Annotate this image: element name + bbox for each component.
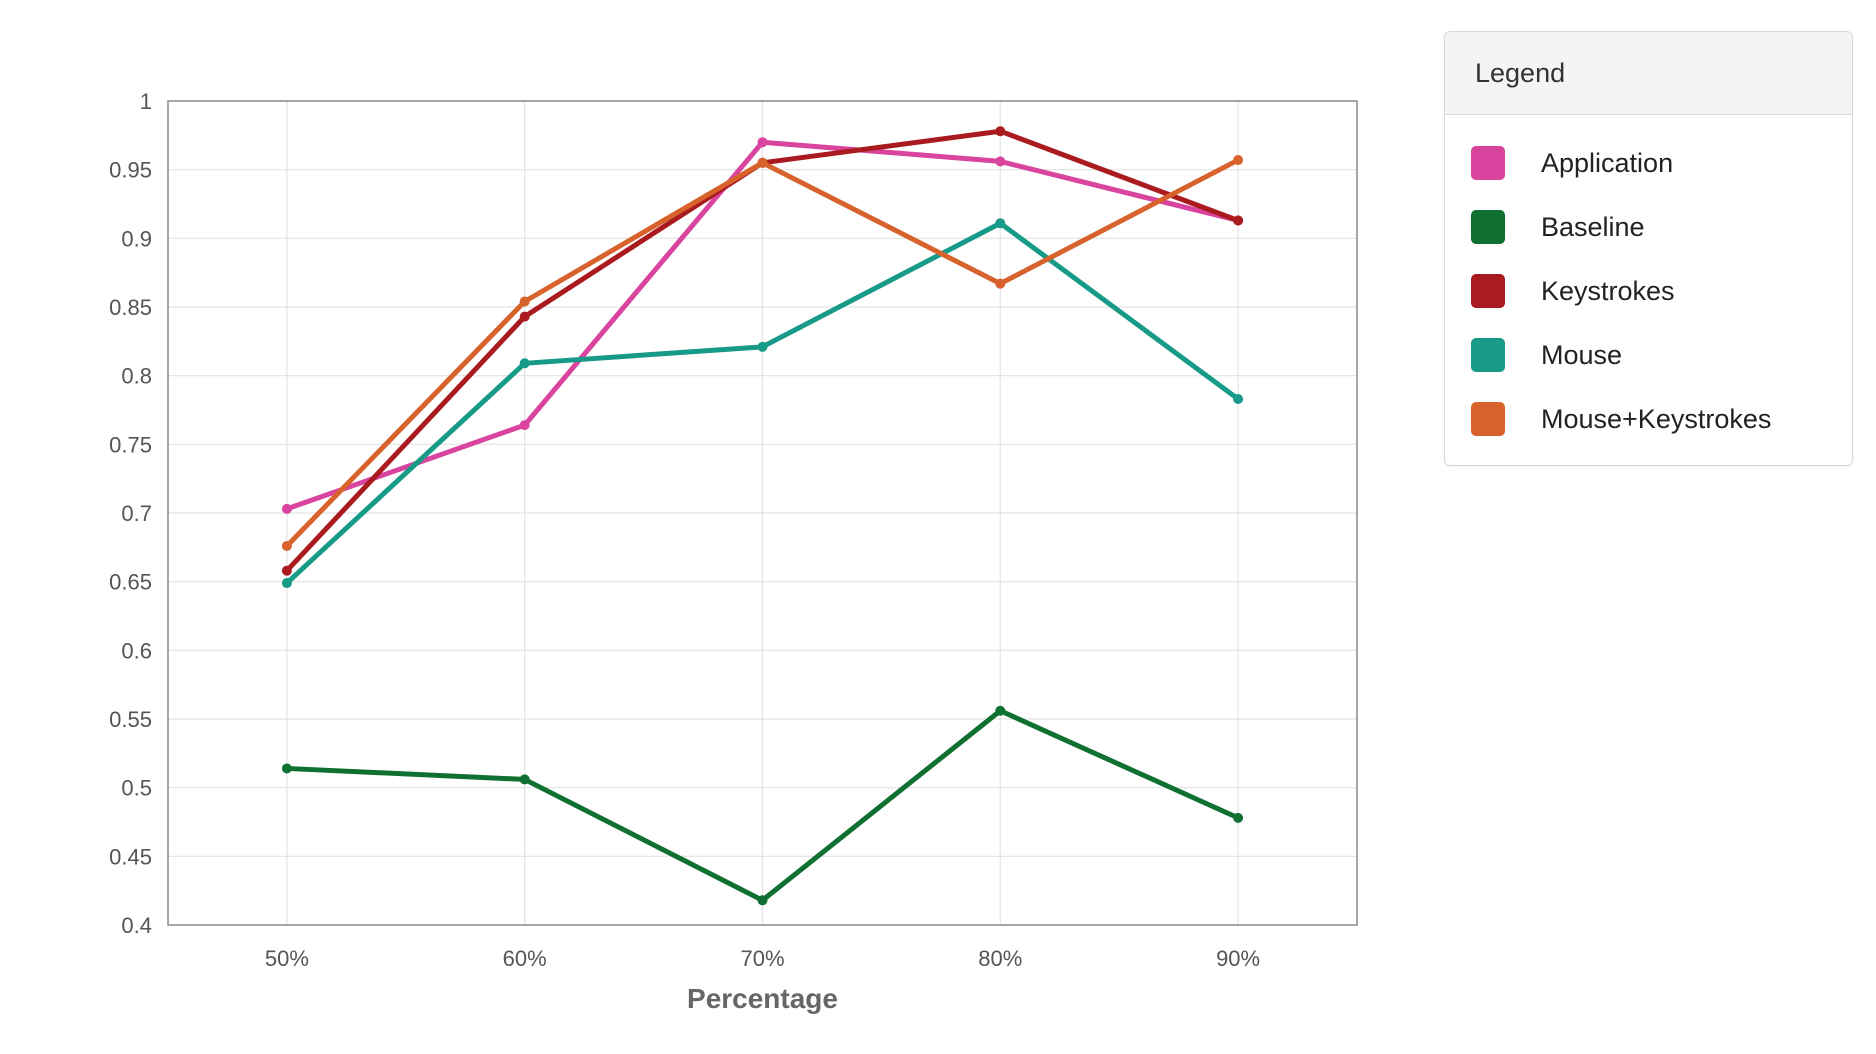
x-tick-label: 80% (978, 946, 1022, 971)
data-point-keystrokes (1233, 215, 1244, 226)
data-point-mouse-keystrokes (995, 278, 1006, 289)
data-point-application (995, 156, 1006, 167)
data-point-keystrokes (519, 311, 530, 322)
data-point-application (757, 137, 768, 148)
legend-swatch (1471, 338, 1505, 372)
y-tick-label: 0.55 (109, 707, 152, 732)
y-tick-label: 0.9 (121, 226, 152, 251)
y-tick-label: 0.4 (121, 913, 152, 938)
legend-list: Application Baseline Keystrokes Mouse Mouse+… (1445, 115, 1852, 465)
data-point-baseline (995, 705, 1006, 716)
data-point-mouse-keystrokes (519, 296, 530, 307)
legend-label: Mouse+Keystrokes (1541, 403, 1772, 434)
legend-label: Baseline (1541, 211, 1645, 242)
y-tick-label: 0.7 (121, 501, 152, 526)
legend-swatch (1471, 210, 1505, 244)
legend-title: Legend (1445, 32, 1852, 115)
legend-swatch (1471, 402, 1505, 436)
y-tick-label: 0.95 (109, 158, 152, 183)
legend-label: Mouse (1541, 339, 1623, 370)
data-point-baseline (281, 763, 292, 774)
data-point-mouse (757, 341, 768, 352)
legend-label: Keystrokes (1541, 275, 1675, 306)
y-tick-label: 0.85 (109, 295, 152, 320)
y-tick-label: 0.65 (109, 570, 152, 595)
data-point-mouse-keystrokes (757, 157, 768, 168)
legend-swatch (1471, 146, 1505, 180)
y-axis-ticks: 0.4 0.45 0.5 0.55 0.6 0.65 0.7 0.75 0.8 0.85 0.9 0.… (109, 89, 152, 938)
legend-label: Application (1541, 147, 1674, 178)
data-point-keystrokes (995, 126, 1006, 137)
data-point-baseline (519, 774, 530, 785)
x-tick-label: 60% (503, 946, 547, 971)
x-tick-label: 70% (740, 946, 784, 971)
legend-item-mouse: Mouse (1445, 323, 1852, 387)
data-point-mouse (995, 218, 1006, 229)
data-point-mouse (519, 358, 530, 369)
legend: Legend Application Baseline Keystrokes Mous… (1444, 31, 1853, 466)
x-axis-title: Percentage (687, 983, 838, 1014)
legend-item-mouse-keystrokes: Mouse+Keystrokes (1445, 387, 1852, 451)
data-point-baseline (757, 895, 768, 906)
legend-swatch (1471, 274, 1505, 308)
series-baseline (281, 705, 1244, 906)
y-tick-label: 0.45 (109, 844, 152, 869)
grid-lines (168, 100, 1357, 926)
data-point-mouse-keystrokes (1233, 155, 1244, 166)
data-point-keystrokes (281, 565, 292, 576)
legend-item-application: Application (1445, 131, 1852, 195)
data-point-application (519, 420, 530, 431)
series-mouse (281, 218, 1244, 589)
y-tick-label: 0.5 (121, 776, 152, 801)
plot-area-frame (167, 100, 1358, 926)
legend-item-baseline: Baseline (1445, 195, 1852, 259)
x-axis-ticks: 50% 60% 70% 80% 90% (265, 946, 1260, 971)
series-mouse-keystrokes (281, 155, 1244, 551)
x-tick-label: 90% (1216, 946, 1260, 971)
series-lines (281, 126, 1244, 906)
data-point-baseline (1233, 812, 1244, 823)
data-point-mouse-keystrokes (281, 540, 292, 551)
data-point-mouse (1233, 394, 1244, 405)
legend-item-keystrokes: Keystrokes (1445, 259, 1852, 323)
x-tick-label: 50% (265, 946, 309, 971)
y-tick-label: 0.8 (121, 364, 152, 389)
data-point-application (281, 503, 292, 514)
y-tick-label: 0.6 (121, 638, 152, 663)
y-tick-label: 1 (140, 89, 152, 114)
data-point-mouse (281, 578, 292, 589)
y-tick-label: 0.75 (109, 432, 152, 457)
